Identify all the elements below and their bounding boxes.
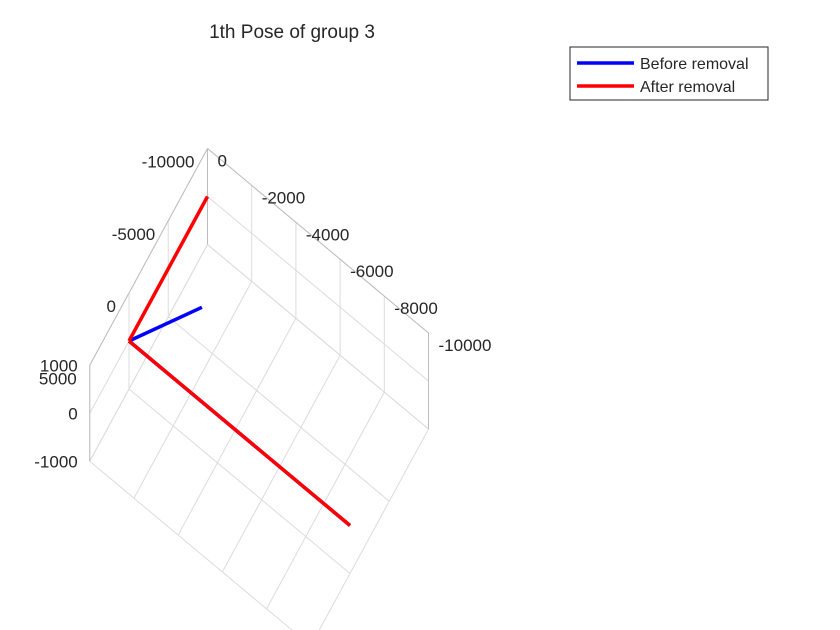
grid-line-y (167, 316, 390, 502)
x-tick-label: 0 (218, 152, 227, 171)
series-segment (127, 195, 210, 342)
grid-line-x (318, 428, 429, 630)
legend[interactable]: Before removal After removal (569, 46, 769, 101)
x-tick-label: -2000 (262, 188, 305, 207)
z-tick-label: 1000 (40, 356, 78, 375)
axes-box (89, 148, 429, 462)
y-tick-label: 0 (107, 297, 116, 316)
grid-line-x (221, 354, 341, 573)
x-tick-label: -6000 (350, 262, 393, 281)
z-tick-label: 0 (68, 404, 77, 423)
grid-line-x (177, 318, 297, 536)
x-tick-label: -8000 (394, 299, 437, 318)
legend-label-after-removal: After removal (640, 79, 735, 96)
grid-line-x (133, 281, 253, 499)
legend-label-before-removal: Before removal (640, 56, 749, 73)
legend-box (569, 46, 769, 101)
grid-line-z-wall (207, 244, 429, 430)
grid-line-y (89, 460, 293, 630)
grid-line-x (266, 391, 385, 610)
y-axis-line (89, 148, 208, 366)
series-segment (128, 305, 203, 343)
series-segment (127, 339, 352, 527)
x-tick-label: -4000 (306, 225, 349, 244)
series-layer (127, 195, 352, 527)
grid-line-z-wall (207, 196, 429, 382)
x-axis-line (207, 148, 429, 334)
tick-labels: -10000-8000-6000-4000-2000050000-5000-10… (34, 152, 491, 472)
y-tick-label: 5000 (39, 369, 77, 388)
chart-title: 1th Pose of group 3 (209, 22, 375, 43)
grid-lines (89, 148, 429, 630)
grid-line-z-wall2 (89, 244, 208, 462)
y-tick-label: -10000 (142, 153, 195, 172)
y-tick-label: -5000 (112, 225, 155, 244)
z-tick-label: -1000 (34, 452, 77, 471)
grid-line-y (128, 388, 351, 574)
x-tick-label: -10000 (439, 336, 492, 355)
series-after-removal (127, 195, 352, 527)
